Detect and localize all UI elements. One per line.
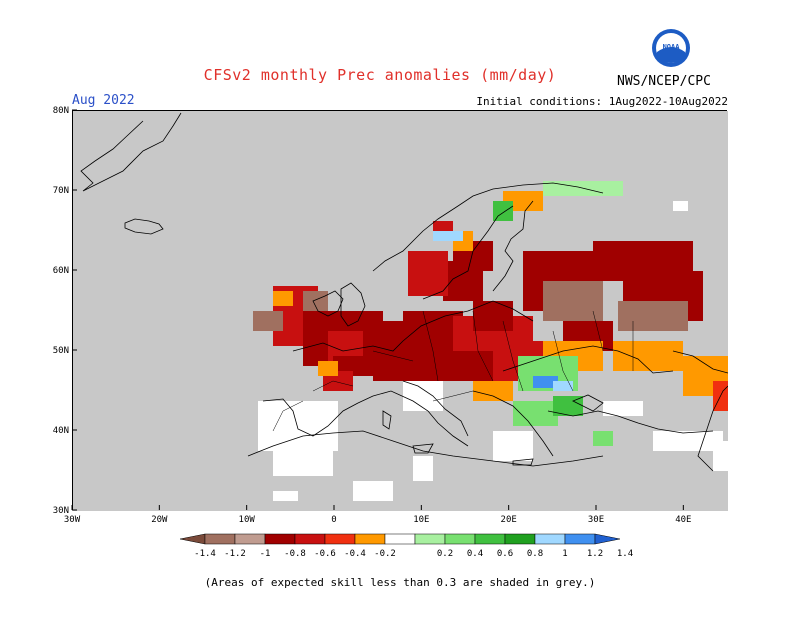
- y-tick-label: 60N: [53, 266, 69, 276]
- anomaly-cell: [613, 341, 683, 371]
- anomaly-cell: [433, 351, 463, 371]
- legend-label: -1.2: [224, 549, 246, 559]
- anomaly-cell: [533, 376, 558, 388]
- legend-arrow-high: [594, 533, 621, 545]
- y-tick-label: 40N: [53, 426, 69, 436]
- legend-swatch: [504, 533, 536, 545]
- legend-swatch: [384, 533, 416, 545]
- y-tick-label: 30N: [53, 506, 69, 516]
- noaa-logo: NOAA: [652, 29, 690, 67]
- legend-label: 1: [562, 549, 567, 559]
- legend-swatch: [234, 533, 266, 545]
- borders: [272, 310, 634, 432]
- legend-label: 1.2: [587, 549, 603, 559]
- legend-swatch: [294, 533, 326, 545]
- initial-conditions: Initial conditions: 1Aug2022-10Aug2022: [476, 95, 728, 108]
- forecast-month: Aug 2022: [72, 93, 135, 108]
- legend-swatch: [324, 533, 356, 545]
- legend-arrow-low: [179, 533, 206, 545]
- precip-anomaly-map: [72, 110, 729, 511]
- anomaly-cell: [673, 201, 688, 211]
- coast-caspian: [697, 385, 729, 472]
- anomaly-cell: [253, 311, 283, 331]
- anomaly-cell: [593, 431, 613, 446]
- coast-iceland: [124, 218, 164, 235]
- anomaly-cell: [303, 291, 328, 311]
- legend-swatch: [564, 533, 596, 545]
- anomaly-cell: [273, 451, 333, 476]
- coast-europe: [262, 282, 729, 457]
- anomaly-cell: [713, 441, 728, 471]
- x-tick-label: 40E: [675, 515, 691, 525]
- x-tick-label: 20E: [501, 515, 517, 525]
- anomaly-cell: [408, 251, 448, 296]
- anomaly-cell: [653, 431, 723, 451]
- noaa-logo-text: NOAA: [663, 43, 681, 51]
- coast-africa: [247, 430, 604, 467]
- anomaly-cell: [318, 361, 338, 376]
- x-tick-label: 30E: [588, 515, 604, 525]
- anomaly-cell: [543, 281, 603, 321]
- color-legend: -1.4 -1.2 -1 -0.8 -0.6 -0.4 -0.2 0.2 0.4 0.6 0.8 1 1…: [179, 533, 633, 559]
- legend-label: -1.4: [194, 549, 216, 559]
- skill-note: (Areas of expected skill less than 0.3 a…: [204, 576, 596, 589]
- legend-label: -0.8: [284, 549, 306, 559]
- x-tick-label: 10W: [239, 515, 256, 525]
- anomaly-cell: [553, 381, 573, 391]
- legend-label: -1: [260, 549, 271, 559]
- legend-swatch: [534, 533, 566, 545]
- legend-label: -0.2: [374, 549, 396, 559]
- anomaly-cell: [353, 481, 393, 501]
- anomaly-cell: [553, 396, 583, 416]
- x-tick-label: 30W: [64, 515, 81, 525]
- y-tick-label: 50N: [53, 346, 69, 356]
- anomaly-cell: [258, 401, 338, 451]
- anomaly-cell: [473, 381, 513, 401]
- anomaly-cell: [493, 431, 533, 461]
- anomaly-cell: [603, 401, 643, 416]
- legend-swatch: [474, 533, 506, 545]
- coast-greenland: [80, 112, 182, 192]
- x-tick-label: 20W: [151, 515, 168, 525]
- legend-label: -0.4: [344, 549, 366, 559]
- anomaly-cell: [403, 381, 443, 411]
- legend-label: 1.4: [617, 549, 633, 559]
- y-tick-label: 70N: [53, 186, 69, 196]
- legend-swatch: [354, 533, 386, 545]
- legend-swatch: [414, 533, 446, 545]
- anomaly-cell: [273, 291, 293, 306]
- y-tick-label: 80N: [53, 106, 69, 116]
- anomaly-cell: [273, 491, 298, 501]
- x-tick-label: 0: [331, 515, 336, 525]
- legend-label: 0.2: [437, 549, 453, 559]
- legend-swatch: [264, 533, 296, 545]
- legend-label: 0.4: [467, 549, 483, 559]
- coast-scandinavia: [372, 182, 604, 300]
- legend-swatch: [444, 533, 476, 545]
- legend-label: -0.6: [314, 549, 336, 559]
- map-title: CFSv2 monthly Prec anomalies (mm/day): [203, 66, 557, 84]
- legend-label: 0.8: [527, 549, 543, 559]
- anomaly-cell: [433, 231, 463, 241]
- legend-swatch: [204, 533, 236, 545]
- x-tick-label: 10E: [413, 515, 429, 525]
- agency-label: NWS/NCEP/CPC: [617, 74, 711, 89]
- anomaly-cell: [413, 456, 433, 481]
- anomaly-cell: [618, 301, 688, 331]
- legend-label: 0.6: [497, 549, 513, 559]
